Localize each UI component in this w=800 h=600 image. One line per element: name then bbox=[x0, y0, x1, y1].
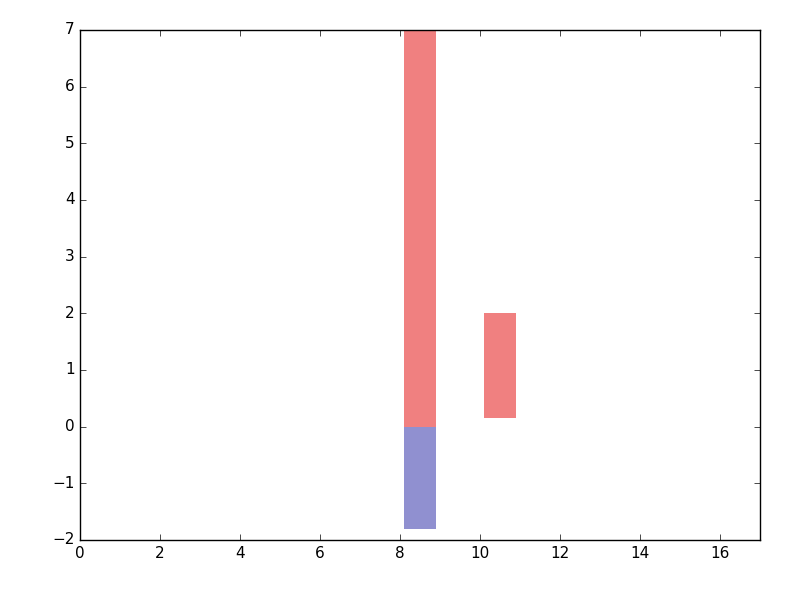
Bar bbox=[484, 313, 516, 418]
Bar bbox=[404, 30, 436, 427]
Bar bbox=[404, 427, 436, 529]
